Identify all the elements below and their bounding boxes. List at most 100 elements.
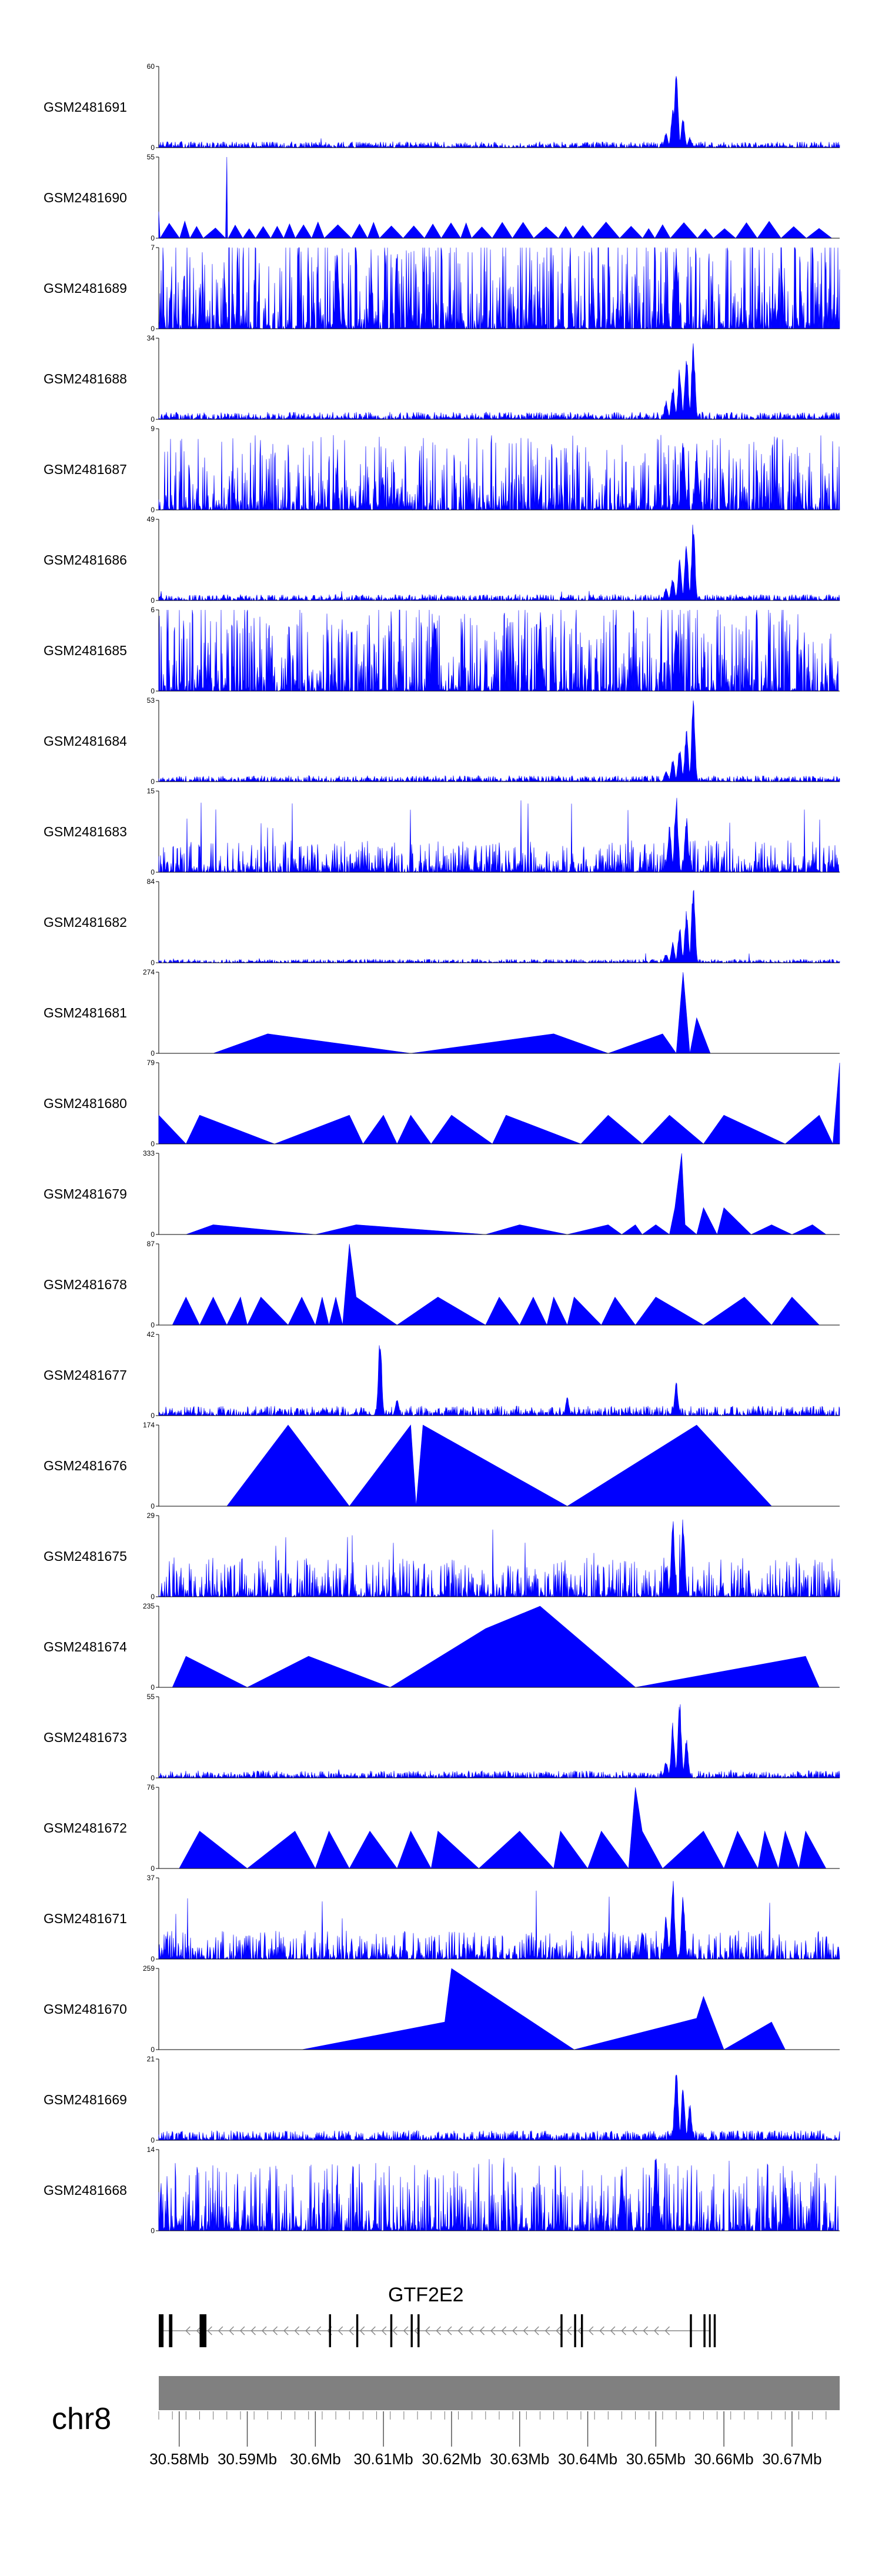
coverage-area [158, 2074, 840, 2141]
track-label: GSM2481676 [44, 1458, 127, 1473]
exon [580, 2314, 583, 2347]
coverage-area [158, 798, 840, 873]
exon [574, 2314, 576, 2347]
y-max-label: 76 [147, 1783, 155, 1791]
track-label: GSM2481679 [44, 1186, 127, 1202]
strand-arrow [446, 2326, 452, 2335]
track-label: GSM2481688 [44, 371, 127, 386]
y-max-label: 55 [147, 1693, 155, 1701]
y-min-label: 0 [151, 1230, 155, 1239]
y-min-label: 0 [151, 1774, 155, 1782]
strand-arrow [479, 2326, 485, 2335]
strand-arrow [403, 2326, 409, 2335]
exon [713, 2314, 716, 2347]
coverage-track: GSM2481675 29 0 [44, 1511, 840, 1601]
strand-arrow [556, 2326, 561, 2335]
strand-arrow [425, 2326, 430, 2335]
coverage-track: GSM2481686 49 0 [44, 515, 840, 605]
coverage-track: GSM2481674 235 0 [44, 1602, 840, 1691]
exon [560, 2314, 563, 2347]
exon [169, 2314, 173, 2347]
exon [417, 2314, 420, 2347]
strand-arrow [468, 2326, 474, 2335]
strand-arrow [501, 2326, 507, 2335]
coverage-area [158, 1704, 840, 1779]
coverage-track: GSM2481677 42 0 [44, 1330, 840, 1420]
coverage-track: GSM2481669 21 0 [44, 2055, 840, 2144]
exon [390, 2314, 393, 2347]
exon [410, 2314, 413, 2347]
y-min-label: 0 [151, 234, 155, 242]
strand-arrow [272, 2326, 278, 2335]
x-tick-label: 30.63Mb [490, 2450, 549, 2468]
coverage-area [158, 2157, 840, 2232]
coverage-area [158, 247, 840, 330]
coverage-track: GSM2481681 274 0 [44, 968, 840, 1057]
coverage-area [186, 1153, 827, 1235]
coverage-area [158, 1345, 840, 1417]
y-min-label: 0 [151, 325, 155, 333]
track-label: GSM2481687 [44, 462, 127, 477]
y-min-label: 0 [151, 596, 155, 605]
y-max-label: 333 [143, 1149, 155, 1157]
coverage-area [226, 1424, 772, 1507]
coverage-area [158, 343, 840, 420]
coverage-area [158, 700, 840, 783]
track-label: GSM2481678 [44, 1277, 127, 1292]
x-tick-label: 30.64Mb [558, 2450, 617, 2468]
exon [703, 2314, 706, 2347]
strand-arrow [381, 2326, 387, 2335]
track-label: GSM2481668 [44, 2183, 127, 2198]
x-tick-label: 30.58Mb [149, 2450, 209, 2468]
strand-arrow [523, 2326, 529, 2335]
y-max-label: 274 [143, 968, 155, 976]
y-min-label: 0 [151, 1683, 155, 1691]
y-min-label: 0 [151, 1140, 155, 1148]
coverage-track: GSM2481678 87 0 [44, 1240, 840, 1329]
y-max-label: 87 [147, 1240, 155, 1248]
track-label: GSM2481685 [44, 643, 127, 658]
chromosome-label: chr8 [52, 2402, 111, 2436]
strand-arrow [544, 2326, 550, 2335]
x-tick-label: 30.67Mb [762, 2450, 821, 2468]
exon [159, 2314, 164, 2347]
strand-arrow [588, 2326, 594, 2335]
strand-arrow [261, 2326, 267, 2335]
coverage-area [158, 609, 840, 692]
coverage-track: GSM2481687 9 0 [44, 425, 840, 514]
track-label: GSM2481680 [44, 1096, 127, 1111]
track-label: GSM2481690 [44, 190, 127, 205]
strand-arrow [349, 2326, 354, 2335]
exon [199, 2314, 207, 2347]
strand-arrow [392, 2326, 397, 2335]
exon [356, 2314, 359, 2347]
y-min-label: 0 [151, 1864, 155, 1873]
strand-arrow [512, 2326, 517, 2335]
coverage-track: GSM2481684 53 0 [44, 696, 840, 786]
exon [709, 2314, 711, 2347]
strand-arrow [207, 2326, 212, 2335]
y-min-label: 0 [151, 687, 155, 695]
track-label: GSM2481674 [44, 1639, 127, 1654]
strand-arrow [621, 2326, 626, 2335]
strand-arrow [653, 2326, 659, 2335]
y-max-label: 15 [147, 787, 155, 795]
coverage-track: GSM2481688 34 0 [44, 334, 840, 423]
y-min-label: 0 [151, 1502, 155, 1510]
y-min-label: 0 [151, 415, 155, 423]
strand-arrow [610, 2326, 616, 2335]
coverage-track: GSM2481671 37 0 [44, 1874, 840, 1963]
coverage-area [158, 1062, 840, 1145]
y-max-label: 84 [147, 877, 155, 886]
y-min-label: 0 [151, 2046, 155, 2054]
strand-arrow [436, 2326, 441, 2335]
y-max-label: 9 [151, 425, 155, 433]
y-max-label: 53 [147, 696, 155, 705]
strand-arrow [283, 2326, 289, 2335]
gene-label: GTF2E2 [388, 2284, 463, 2306]
coverage-area [158, 1881, 840, 1960]
strand-arrow [250, 2326, 256, 2335]
y-min-label: 0 [151, 778, 155, 786]
y-max-label: 55 [147, 153, 155, 161]
track-label: GSM2481682 [44, 915, 127, 930]
